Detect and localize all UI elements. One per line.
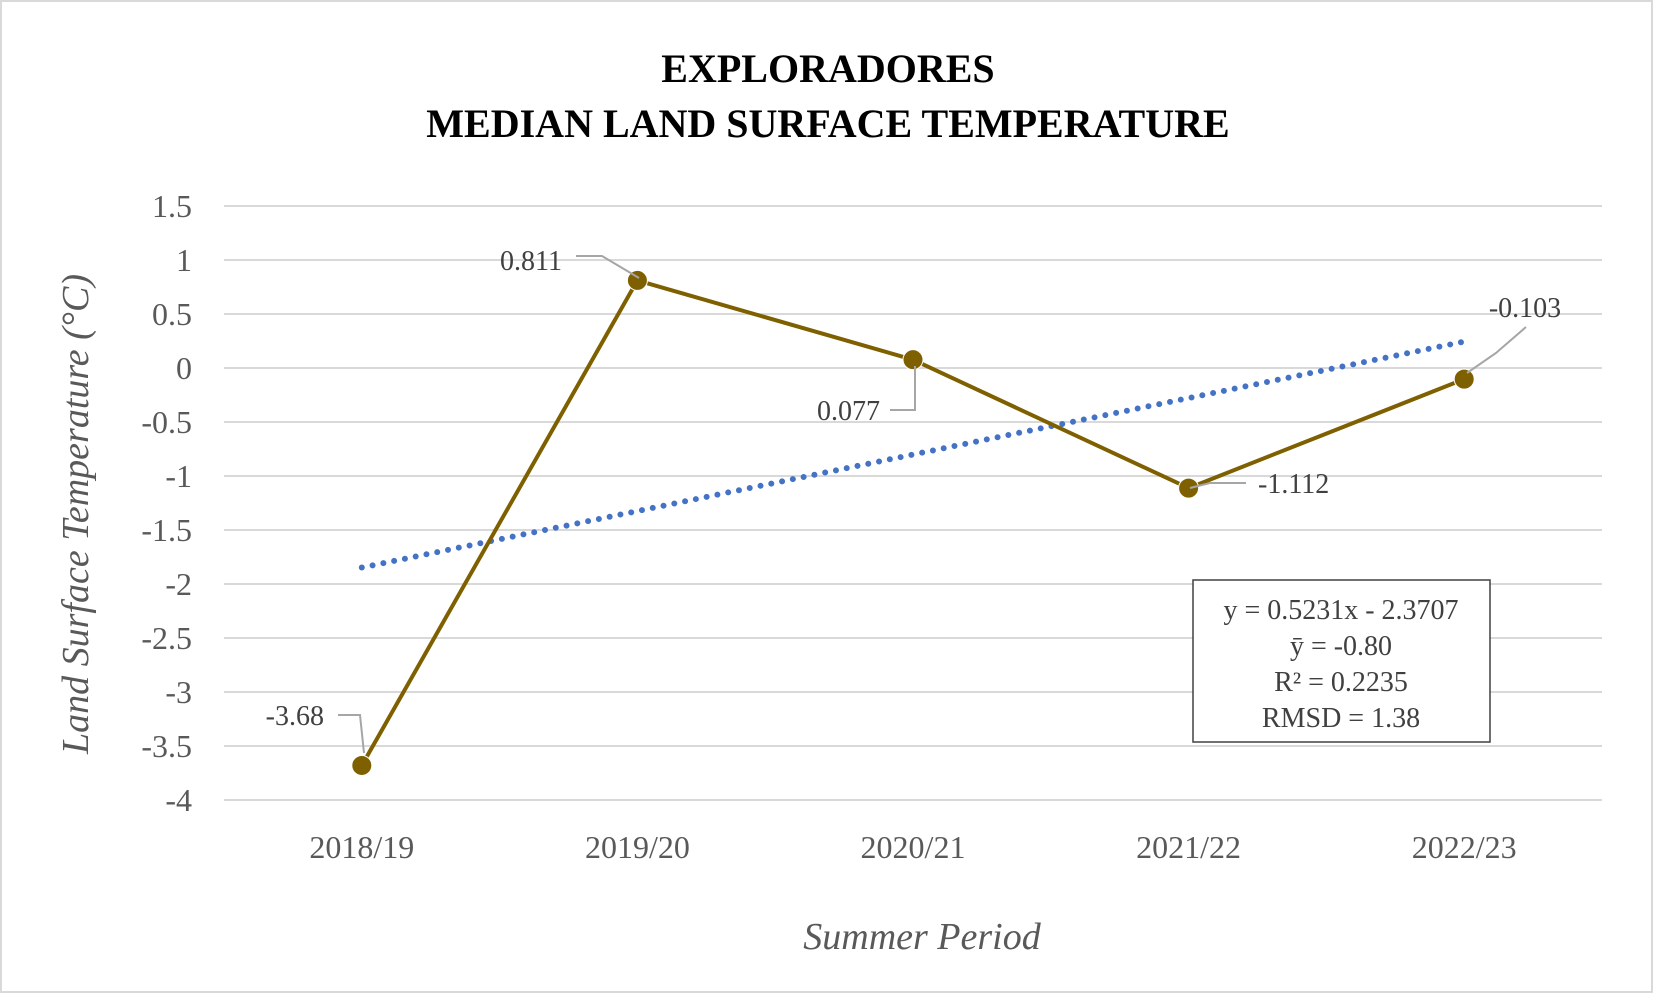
y-tick-label-7: -2 — [165, 566, 192, 602]
x-tick-label-1: 2019/20 — [585, 829, 690, 865]
data-label-2: 0.077 — [817, 396, 880, 427]
stats-line-0: y = 0.5231x - 2.3707 — [1223, 595, 1458, 626]
leader-line-4 — [1466, 326, 1527, 374]
y-tick-label-9: -3 — [165, 674, 192, 710]
data-point-0 — [351, 754, 373, 776]
data-label-4: -0.103 — [1489, 293, 1561, 324]
data-point-2 — [902, 349, 924, 371]
y-tick-label-3: 0 — [176, 350, 192, 386]
y-tick-label-8: -2.5 — [141, 620, 192, 656]
chart-title-line-2: MEDIAN LAND SURFACE TEMPERATURE — [426, 101, 1229, 146]
x-axis-ticks: 2018/19 2019/20 2020/21 2021/22 2022/23 — [309, 829, 1516, 865]
trendline — [358, 338, 1468, 571]
y-tick-label-2: 0.5 — [152, 296, 192, 332]
y-tick-label-0: 1.5 — [152, 188, 192, 224]
x-tick-label-4: 2022/23 — [1412, 829, 1517, 865]
leader-line-0 — [338, 714, 365, 754]
stats-line-1: ȳ = -0.80 — [1290, 631, 1392, 662]
x-tick-label-0: 2018/19 — [309, 829, 414, 865]
data-point-3 — [1178, 477, 1200, 499]
data-label-leaders — [338, 255, 1527, 754]
data-label-0: -3.68 — [266, 701, 324, 732]
data-label-1: 0.811 — [500, 246, 562, 277]
data-labels: -3.68 0.811 0.077 -1.112 -0.103 — [266, 246, 1561, 732]
data-point-1 — [626, 269, 648, 291]
stats-line-3: RMSD = 1.38 — [1262, 703, 1420, 734]
x-tick-label-3: 2021/22 — [1136, 829, 1241, 865]
x-tick-label-2: 2020/21 — [861, 829, 966, 865]
stats-box-frame — [1192, 579, 1491, 743]
series-group — [351, 269, 1475, 776]
x-axis-label: Summer Period — [803, 916, 1041, 958]
leader-line-2 — [890, 366, 916, 411]
leader-line-1 — [576, 255, 640, 279]
leader-line-3 — [1189, 482, 1246, 489]
y-tick-label-10: -3.5 — [141, 728, 192, 764]
y-tick-label-11: -4 — [165, 782, 192, 818]
chart-title-line-1: EXPLORADORES — [661, 46, 994, 91]
trendline-group — [358, 338, 1468, 571]
y-tick-label-1: 1 — [176, 242, 192, 278]
chart-title: EXPLORADORES MEDIAN LAND SURFACE TEMPERA… — [426, 46, 1229, 146]
trend-stats-box: y = 0.5231x - 2.3707 ȳ = -0.80 R² = 0.2235… — [1192, 579, 1491, 743]
data-point-4 — [1453, 368, 1475, 390]
y-axis-label: Land Surface Temperature (°C) — [55, 274, 97, 755]
y-tick-label-5: -1 — [165, 458, 192, 494]
data-label-3: -1.112 — [1258, 469, 1329, 500]
y-tick-label-6: -1.5 — [141, 512, 192, 548]
y-axis-ticks: 1.5 1 0.5 0 -0.5 -1 -1.5 -2 -2.5 -3 -3.5 -4 — [141, 188, 192, 818]
y-tick-label-4: -0.5 — [141, 404, 192, 440]
stats-line-2: R² = 0.2235 — [1274, 667, 1408, 698]
